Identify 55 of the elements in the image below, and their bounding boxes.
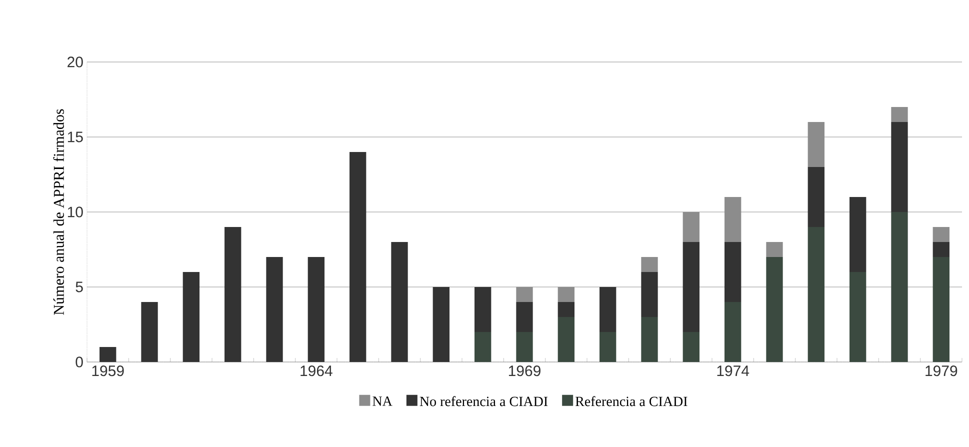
bar (682, 212, 700, 242)
bar (932, 226, 950, 242)
bar (516, 286, 533, 302)
bar (600, 286, 616, 332)
bar (224, 226, 242, 362)
bar (724, 196, 742, 242)
bar (641, 272, 658, 317)
bar (641, 256, 658, 272)
bar (266, 256, 283, 362)
bar (891, 212, 908, 362)
bar (891, 106, 908, 122)
y-tick-label: 0 (76, 356, 83, 368)
bar (558, 286, 574, 302)
bar (558, 316, 574, 362)
legend-label: No referencia a CIADI (420, 396, 548, 406)
bar (808, 226, 824, 362)
bar (724, 242, 742, 302)
y-tick-label: 5 (76, 282, 83, 292)
bar (682, 332, 700, 362)
y-tick-label: 15 (68, 132, 83, 142)
legend-label: NA (372, 396, 392, 406)
bar (724, 302, 742, 362)
bar (641, 316, 658, 362)
bar (766, 242, 783, 257)
bar (516, 302, 533, 332)
bar (808, 122, 824, 167)
bar (516, 332, 533, 362)
y-tick-label: 10 (68, 206, 83, 218)
bar (849, 196, 866, 272)
bar (891, 122, 908, 212)
bar (932, 242, 950, 257)
bar (932, 256, 950, 362)
bar (474, 286, 492, 332)
bar (600, 332, 616, 362)
bar (182, 272, 200, 362)
y-axis-title: Número anual de APPRI firmados (53, 109, 64, 315)
bar (432, 286, 450, 362)
bar (350, 152, 366, 362)
x-tick-label: 1974 (717, 366, 750, 376)
x-tick-label: 1979 (926, 366, 958, 376)
y-tick-label: 20 (68, 56, 83, 68)
bar (808, 166, 824, 227)
x-tick-label: 1959 (92, 366, 124, 376)
x-tick-label: 1964 (300, 366, 332, 376)
bar (474, 332, 492, 362)
bar (308, 256, 325, 362)
legend-label: Referencia a CIADI (575, 396, 688, 406)
bar (558, 302, 574, 317)
bar (391, 242, 408, 362)
bar (100, 346, 116, 362)
bar (849, 272, 866, 362)
bar (682, 242, 700, 332)
bar (141, 302, 158, 362)
bar (766, 256, 783, 362)
x-tick-label: 1969 (508, 366, 540, 376)
